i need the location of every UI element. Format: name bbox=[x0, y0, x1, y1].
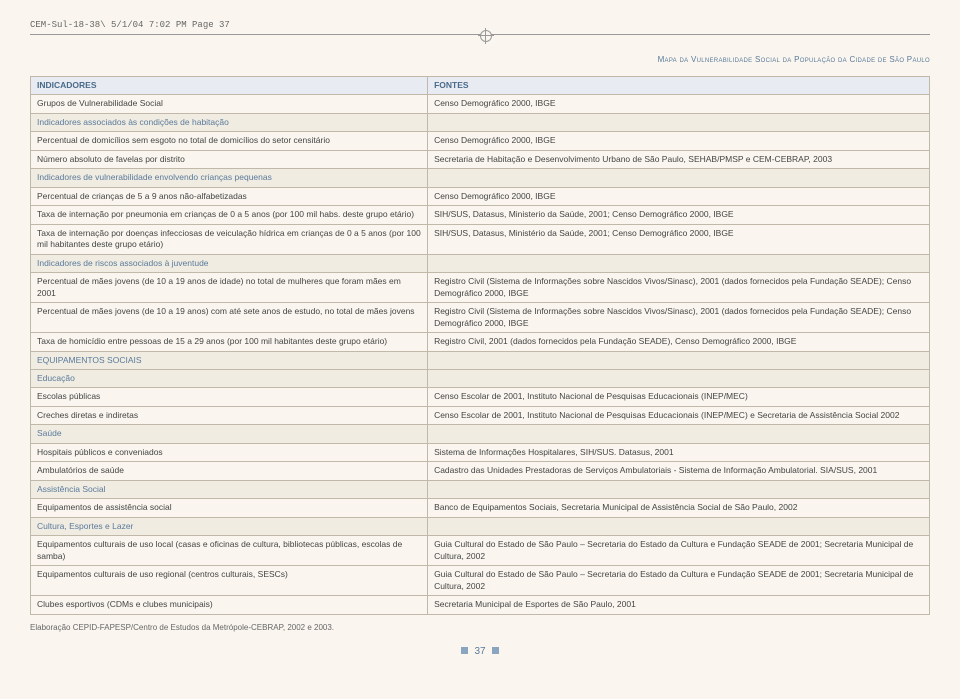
source-cell bbox=[428, 369, 930, 387]
source-cell: Registro Civil, 2001 (dados fornecidos p… bbox=[428, 333, 930, 351]
source-cell bbox=[428, 169, 930, 187]
source-cell: Censo Demográfico 2000, IBGE bbox=[428, 95, 930, 113]
table-row: Indicadores de vulnerabilidade envolvend… bbox=[31, 169, 930, 187]
indicator-cell: Escolas públicas bbox=[31, 388, 428, 406]
source-cell: SIH/SUS, Datasus, Ministerio da Saúde, 2… bbox=[428, 206, 930, 224]
indicator-cell: Equipamentos culturais de uso local (cas… bbox=[31, 536, 428, 566]
source-cell: Censo Demográfico 2000, IBGE bbox=[428, 187, 930, 205]
table-row: Percentual de mães jovens (de 10 a 19 an… bbox=[31, 303, 930, 333]
source-cell: Secretaria de Habitação e Desenvolviment… bbox=[428, 150, 930, 168]
indicator-cell: Percentual de mães jovens (de 10 a 19 an… bbox=[31, 273, 428, 303]
indicator-cell: Percentual de domicílios sem esgoto no t… bbox=[31, 132, 428, 150]
table-body: Grupos de Vulnerabilidade SocialCenso De… bbox=[31, 95, 930, 614]
source-cell: Censo Demográfico 2000, IBGE bbox=[428, 132, 930, 150]
footnote: Elaboração CEPID-FAPESP/Centro de Estudo… bbox=[30, 623, 930, 632]
source-cell: Censo Escolar de 2001, Instituto Naciona… bbox=[428, 388, 930, 406]
table-row: Ambulatórios de saúdeCadastro das Unidad… bbox=[31, 462, 930, 480]
print-header: CEM-Sul-18-38\ 5/1/04 7:02 PM Page 37 bbox=[30, 20, 930, 30]
crop-line bbox=[30, 34, 930, 35]
indicator-cell: Creches diretas e indiretas bbox=[31, 406, 428, 424]
table-row: Indicadores de riscos associados à juven… bbox=[31, 254, 930, 272]
table-row: Equipamentos de assistência socialBanco … bbox=[31, 499, 930, 517]
table-row: Equipamentos culturais de uso local (cas… bbox=[31, 536, 930, 566]
table-row: Escolas públicasCenso Escolar de 2001, I… bbox=[31, 388, 930, 406]
indicator-cell: Equipamentos de assistência social bbox=[31, 499, 428, 517]
indicator-cell: Educação bbox=[31, 369, 428, 387]
source-cell: Guia Cultural do Estado de São Paulo – S… bbox=[428, 536, 930, 566]
table-row: Creches diretas e indiretasCenso Escolar… bbox=[31, 406, 930, 424]
table-row: Grupos de Vulnerabilidade SocialCenso De… bbox=[31, 95, 930, 113]
table-row: Percentual de domicílios sem esgoto no t… bbox=[31, 132, 930, 150]
page-number: 37 bbox=[30, 646, 930, 657]
square-icon bbox=[492, 647, 499, 654]
table-row: Taxa de internação por pneumonia em cria… bbox=[31, 206, 930, 224]
table-row: Saúde bbox=[31, 425, 930, 443]
indicator-cell: Indicadores de riscos associados à juven… bbox=[31, 254, 428, 272]
table-row: Número absoluto de favelas por distritoS… bbox=[31, 150, 930, 168]
indicator-cell: Cultura, Esportes e Lazer bbox=[31, 517, 428, 535]
indicator-cell: Clubes esportivos (CDMs e clubes municip… bbox=[31, 596, 428, 614]
indicator-cell: Taxa de internação por doenças infeccios… bbox=[31, 224, 428, 254]
indicator-cell: Assistência Social bbox=[31, 480, 428, 498]
table-row: EQUIPAMENTOS SOCIAIS bbox=[31, 351, 930, 369]
source-cell: Guia Cultural do Estado de São Paulo – S… bbox=[428, 566, 930, 596]
source-cell: Secretaria Municipal de Esportes de São … bbox=[428, 596, 930, 614]
indicator-cell: Indicadores de vulnerabilidade envolvend… bbox=[31, 169, 428, 187]
source-cell bbox=[428, 254, 930, 272]
source-cell bbox=[428, 351, 930, 369]
indicator-cell: Taxa de internação por pneumonia em cria… bbox=[31, 206, 428, 224]
source-cell bbox=[428, 480, 930, 498]
indicator-cell: Saúde bbox=[31, 425, 428, 443]
indicator-cell: Ambulatórios de saúde bbox=[31, 462, 428, 480]
table-row: Clubes esportivos (CDMs e clubes municip… bbox=[31, 596, 930, 614]
source-cell bbox=[428, 517, 930, 535]
table-row: Taxa de internação por doenças infeccios… bbox=[31, 224, 930, 254]
indicator-cell: Equipamentos culturais de uso regional (… bbox=[31, 566, 428, 596]
page-number-text: 37 bbox=[474, 646, 485, 657]
table-row: Hospitais públicos e conveniadosSistema … bbox=[31, 443, 930, 461]
square-icon bbox=[461, 647, 468, 654]
table-row: Indicadores associados às condições de h… bbox=[31, 113, 930, 131]
indicator-cell: Número absoluto de favelas por distrito bbox=[31, 150, 428, 168]
source-cell: Sistema de Informações Hospitalares, SIH… bbox=[428, 443, 930, 461]
indicator-cell: Percentual de mães jovens (de 10 a 19 an… bbox=[31, 303, 428, 333]
source-cell bbox=[428, 113, 930, 131]
source-cell: Banco de Equipamentos Sociais, Secretari… bbox=[428, 499, 930, 517]
indicator-cell: Percentual de crianças de 5 a 9 anos não… bbox=[31, 187, 428, 205]
header-sources: FONTES bbox=[428, 77, 930, 95]
header-indicators: INDICADORES bbox=[31, 77, 428, 95]
indicator-cell: Indicadores associados às condições de h… bbox=[31, 113, 428, 131]
source-cell: Registro Civil (Sistema de Informações s… bbox=[428, 273, 930, 303]
indicator-cell: Taxa de homicídio entre pessoas de 15 a … bbox=[31, 333, 428, 351]
crop-mark-icon bbox=[480, 30, 492, 42]
indicator-cell: Grupos de Vulnerabilidade Social bbox=[31, 95, 428, 113]
table-row: Equipamentos culturais de uso regional (… bbox=[31, 566, 930, 596]
indicator-cell: Hospitais públicos e conveniados bbox=[31, 443, 428, 461]
table-row: Percentual de mães jovens (de 10 a 19 an… bbox=[31, 273, 930, 303]
table-row: Taxa de homicídio entre pessoas de 15 a … bbox=[31, 333, 930, 351]
table-row: Assistência Social bbox=[31, 480, 930, 498]
table-header-row: INDICADORES FONTES bbox=[31, 77, 930, 95]
source-cell: Cadastro das Unidades Prestadoras de Ser… bbox=[428, 462, 930, 480]
table-row: Educação bbox=[31, 369, 930, 387]
source-cell: Registro Civil (Sistema de Informações s… bbox=[428, 303, 930, 333]
source-cell bbox=[428, 425, 930, 443]
indicators-table: INDICADORES FONTES Grupos de Vulnerabili… bbox=[30, 76, 930, 615]
document-title: Mapa da Vulnerabilidade Social da Popula… bbox=[30, 55, 930, 64]
table-row: Percentual de crianças de 5 a 9 anos não… bbox=[31, 187, 930, 205]
source-cell: SIH/SUS, Datasus, Ministério da Saúde, 2… bbox=[428, 224, 930, 254]
indicator-cell: EQUIPAMENTOS SOCIAIS bbox=[31, 351, 428, 369]
table-row: Cultura, Esportes e Lazer bbox=[31, 517, 930, 535]
source-cell: Censo Escolar de 2001, Instituto Naciona… bbox=[428, 406, 930, 424]
